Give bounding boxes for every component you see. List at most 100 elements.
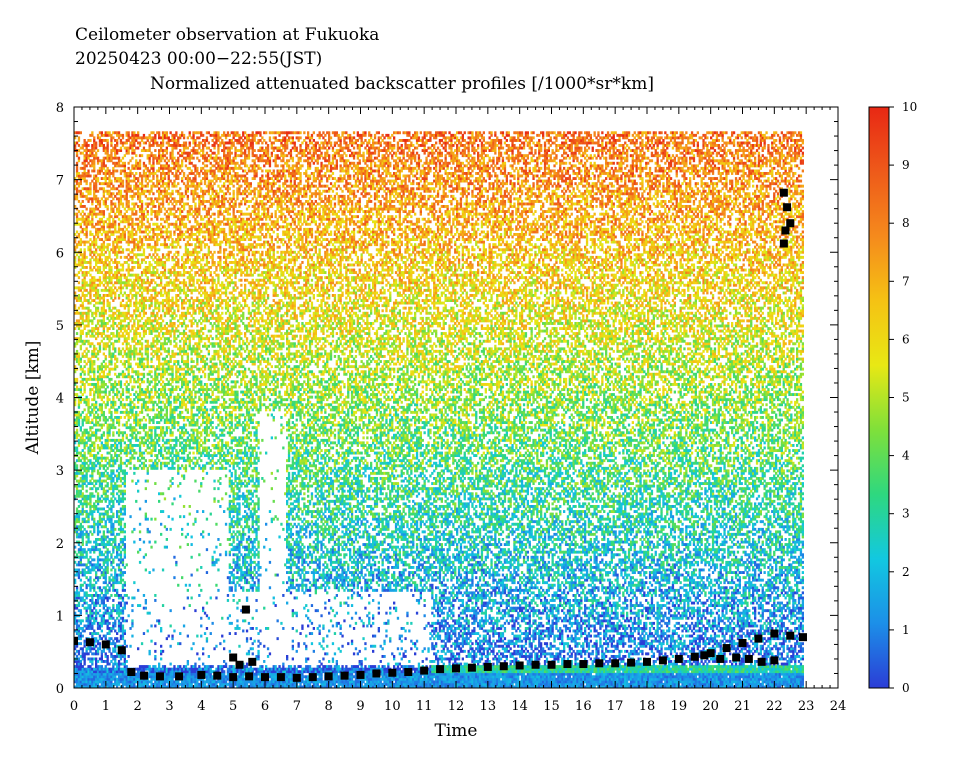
cloud-base-point [500, 662, 508, 670]
x-tick-label: 4 [197, 699, 205, 714]
cloud-base-point [420, 667, 428, 675]
cloud-base-point [452, 664, 460, 672]
colorbar-tick-label: 9 [902, 158, 910, 172]
cloud-base-point [86, 638, 94, 646]
cloud-base-point [229, 673, 237, 681]
colorbar-ticks: 0 1 2 3 4 5 6 7 8 9 10 [889, 100, 917, 695]
cloud-base-point [627, 659, 635, 667]
cloud-base-point [468, 664, 476, 672]
x-tick-label: 23 [798, 699, 815, 714]
cloud-base-point [404, 668, 412, 676]
x-tick-label: 3 [165, 699, 173, 714]
y-tick-label: 3 [56, 464, 64, 479]
colorbar-tick-label: 5 [902, 391, 910, 405]
cloud-base-point [118, 646, 126, 654]
cloud-base-point [780, 189, 788, 197]
colorbar-tick-label: 4 [902, 449, 910, 463]
cloud-base-point [723, 644, 731, 652]
cloud-base-point [372, 669, 380, 677]
colorbar-tick-label: 6 [902, 332, 910, 346]
x-tick-label: 20 [702, 699, 719, 714]
x-tick-label: 7 [293, 699, 301, 714]
cloud-base-point [156, 672, 164, 680]
chart-title-line-3: Normalized attenuated backscatter profil… [150, 74, 654, 94]
cloud-base-point [175, 672, 183, 680]
cloud-base-point [770, 656, 778, 664]
x-tick-label: 8 [325, 699, 333, 714]
cloud-base-point [140, 672, 148, 680]
cloud-base-point [341, 672, 349, 680]
x-tick-label: 1 [102, 699, 110, 714]
cloud-base-point [532, 661, 540, 669]
colorbar-tick-label: 1 [902, 623, 910, 637]
cloud-base-point [770, 630, 778, 638]
cloud-base-point [780, 240, 788, 248]
cloud-base-point [732, 653, 740, 661]
cloud-base-point [436, 665, 444, 673]
cloud-base-point [786, 632, 794, 640]
colorbar-tick-label: 3 [902, 507, 910, 521]
cloud-base-point [325, 672, 333, 680]
y-tick-label: 1 [56, 609, 64, 624]
colorbar-tick-label: 8 [902, 216, 910, 230]
cloud-base-point [293, 674, 301, 682]
cloud-base-point [691, 653, 699, 661]
y-axis-label: Altitude [km] [23, 341, 43, 456]
cloud-base-point [659, 656, 667, 664]
x-axis-label: Time [435, 721, 478, 741]
chart-title-line-1: Ceilometer observation at Fukuoka [75, 25, 379, 45]
cloud-base-point [277, 673, 285, 681]
cloud-base-point [357, 671, 365, 679]
x-tick-label: 11 [416, 699, 433, 714]
cloud-base-point [783, 203, 791, 211]
y-tick-label: 5 [56, 319, 64, 334]
cloud-base-point [236, 661, 244, 669]
cloud-base-point [242, 606, 250, 614]
colorbar-tick-label: 0 [902, 681, 910, 695]
x-tick-label: 13 [480, 699, 497, 714]
colorbar-tick-label: 10 [902, 100, 917, 114]
y-tick-label: 8 [56, 101, 64, 116]
colorbar-tick-label: 2 [902, 565, 910, 579]
x-tick-label: 6 [261, 699, 269, 714]
cloud-base-point [213, 672, 221, 680]
cloud-base-point [229, 653, 237, 661]
x-tick-label: 10 [384, 699, 401, 714]
chart-title-line-2: 20250423 00:00−22:55(JST) [75, 49, 322, 69]
backscatter-heatmap [74, 131, 804, 688]
x-tick-label: 18 [639, 699, 656, 714]
x-tick-label: 0 [70, 699, 78, 714]
cloud-base-point [716, 655, 724, 663]
colorbar [869, 107, 889, 688]
cloud-base-point [102, 640, 110, 648]
y-tick-label: 2 [56, 537, 64, 552]
y-tick-label: 0 [56, 682, 64, 697]
cloud-base-point [245, 672, 253, 680]
x-tick-label: 24 [830, 699, 847, 714]
cloud-base-point [248, 658, 256, 666]
cloud-base-point [745, 655, 753, 663]
cloud-base-point [127, 668, 135, 676]
x-tick-label: 5 [229, 699, 237, 714]
x-tick-label: 19 [671, 699, 688, 714]
cloud-base-point [388, 669, 396, 677]
cloud-base-point [700, 651, 708, 659]
cloud-base-point [516, 661, 524, 669]
x-tick-label: 14 [511, 699, 528, 714]
x-tick-label: 2 [134, 699, 142, 714]
cloud-base-point [786, 219, 794, 227]
cloud-base-point [611, 659, 619, 667]
cloud-base-point [484, 663, 492, 671]
y-tick-label: 6 [56, 246, 64, 261]
x-tick-label: 9 [356, 699, 364, 714]
cloud-base-point [579, 660, 587, 668]
cloud-base-point [548, 661, 556, 669]
cloud-base-point [643, 658, 651, 666]
x-tick-label: 21 [734, 699, 751, 714]
y-tick-label: 4 [56, 392, 64, 407]
cloud-base-point [739, 639, 747, 647]
cloud-base-point [309, 673, 317, 681]
colorbar-tick-label: 7 [902, 274, 910, 288]
cloud-base-point [781, 226, 789, 234]
